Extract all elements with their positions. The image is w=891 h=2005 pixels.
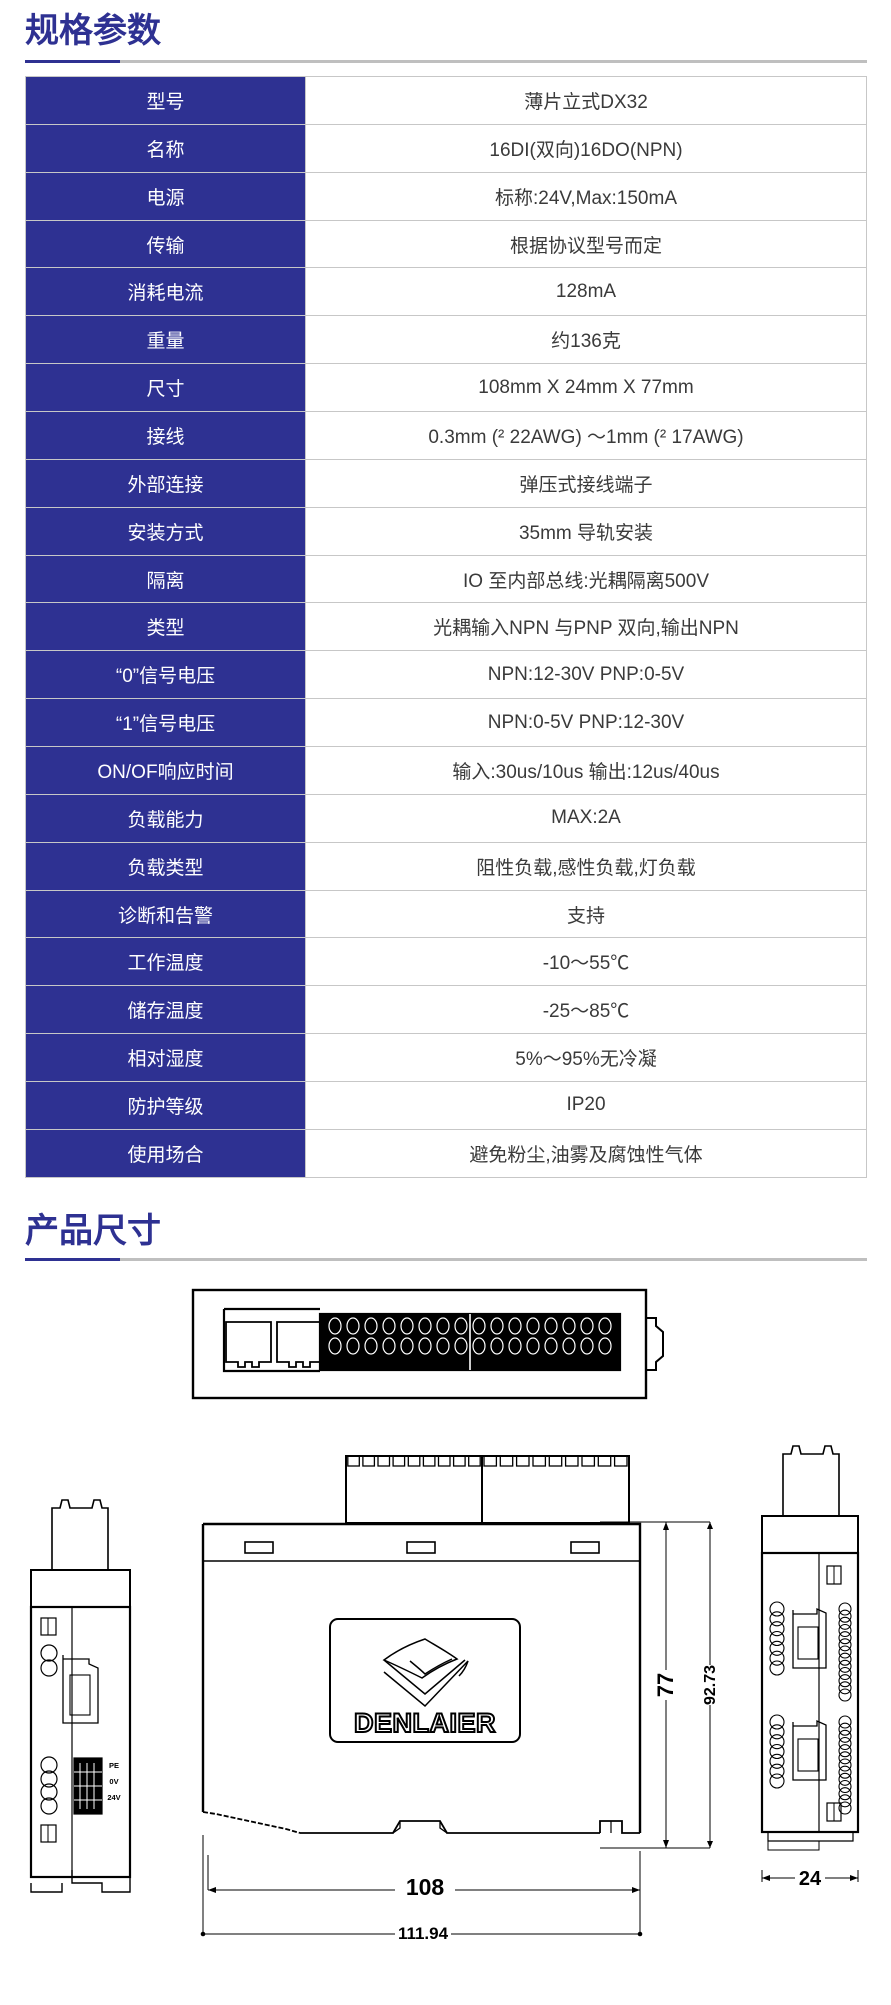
svg-text:108: 108 [406,1874,445,1900]
svg-text:24: 24 [799,1868,822,1890]
svg-text:24V: 24V [107,1793,120,1802]
svg-text:DENLAIER: DENLAIER [354,1708,496,1738]
svg-text:PE: PE [109,1761,119,1770]
svg-text:77: 77 [653,1673,678,1697]
svg-text:0V: 0V [109,1777,118,1786]
svg-text:111.94: 111.94 [398,1924,449,1943]
svg-text:92.73: 92.73 [702,1665,719,1705]
